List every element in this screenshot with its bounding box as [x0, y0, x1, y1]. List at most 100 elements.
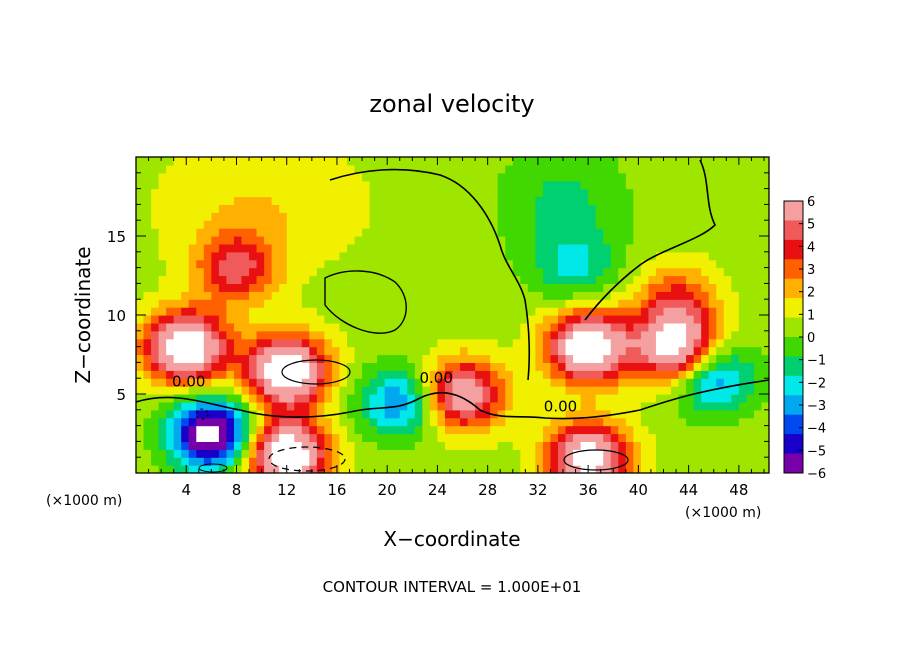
- heatmap-cell: [173, 212, 182, 221]
- heatmap-cell: [143, 394, 152, 403]
- heatmap-cell: [294, 346, 303, 356]
- heatmap-cell: [482, 243, 491, 253]
- heatmap-cell: [256, 236, 265, 245]
- x-tick-label: 20: [378, 481, 397, 499]
- heatmap-cell: [414, 220, 423, 229]
- heatmap-cell: [166, 220, 175, 229]
- heatmap-cell: [482, 417, 491, 427]
- heatmap-cell: [535, 457, 544, 466]
- heatmap-cell: [294, 409, 303, 419]
- heatmap-cell: [467, 220, 476, 229]
- heatmap-cell: [535, 394, 544, 403]
- heatmap-cell: [158, 315, 167, 324]
- heatmap-cell: [558, 330, 567, 340]
- heatmap-cell: [746, 441, 755, 450]
- heatmap-cell: [233, 433, 243, 442]
- heatmap-cell: [565, 362, 574, 371]
- heatmap-cell: [151, 180, 160, 190]
- heatmap-cell: [535, 220, 544, 229]
- zero-contour-line: [584, 159, 716, 321]
- heatmap-cell: [678, 228, 687, 237]
- heatmap-cell: [663, 386, 672, 395]
- heatmap-cell: [580, 354, 589, 363]
- heatmap-cell: [693, 322, 702, 332]
- heatmap-cell: [369, 386, 378, 395]
- heatmap-cell: [181, 457, 190, 466]
- heatmap-cell: [573, 180, 582, 190]
- heatmap-cell: [324, 362, 333, 371]
- heatmap-cell: [143, 338, 152, 348]
- heatmap-cell: [520, 425, 529, 435]
- heatmap-cell: [663, 378, 672, 387]
- heatmap-cell: [264, 425, 273, 435]
- heatmap-cell: [407, 401, 416, 411]
- heatmap-cell: [550, 362, 559, 371]
- heatmap-cell: [573, 465, 582, 473]
- heatmap-cell: [618, 465, 627, 473]
- heatmap-cell: [595, 212, 604, 221]
- heatmap-cell: [392, 433, 401, 442]
- heatmap-cell: [633, 157, 642, 166]
- heatmap-cell: [166, 243, 175, 253]
- heatmap-cell: [746, 196, 755, 205]
- heatmap-cell: [173, 291, 182, 300]
- heatmap-cell: [708, 157, 717, 166]
- heatmap-cell: [211, 449, 220, 458]
- heatmap-cell: [399, 322, 408, 332]
- heatmap-cell: [648, 275, 657, 284]
- heatmap-cell: [482, 465, 491, 473]
- heatmap-cell: [655, 228, 665, 237]
- heatmap-cell: [264, 354, 273, 363]
- heatmap-cell: [256, 299, 265, 308]
- heatmap-cell: [143, 465, 152, 473]
- colorbar-tick-label: 6: [807, 195, 815, 210]
- heatmap-cell: [708, 354, 717, 363]
- heatmap-cell: [708, 243, 717, 253]
- heatmap-cell: [648, 394, 657, 403]
- heatmap-cell: [618, 346, 627, 356]
- heatmap-cell: [693, 172, 702, 182]
- heatmap-cell: [610, 291, 619, 300]
- heatmap-cell: [723, 425, 732, 435]
- heatmap-cell: [716, 425, 725, 435]
- heatmap-cell: [693, 299, 702, 308]
- heatmap-cell: [520, 180, 529, 190]
- heatmap-cell: [761, 157, 769, 166]
- heatmap-cell: [256, 315, 265, 324]
- heatmap-cell: [618, 299, 627, 308]
- heatmap-cell: [362, 441, 371, 450]
- heatmap-cell: [603, 425, 612, 435]
- heatmap-cell: [249, 212, 258, 221]
- negative-contour-loop: [195, 408, 209, 420]
- heatmap-cell: [542, 433, 552, 442]
- heatmap-cell: [490, 433, 499, 442]
- heatmap-cell: [460, 283, 469, 292]
- heatmap-cell: [467, 338, 476, 348]
- heatmap-cell: [475, 164, 484, 174]
- heatmap-cell: [316, 441, 325, 450]
- heatmap-cell: [686, 220, 695, 229]
- heatmap-cell: [558, 196, 567, 205]
- heatmap-cell: [407, 164, 416, 174]
- heatmap-cell: [663, 188, 672, 198]
- heatmap-cell: [452, 449, 461, 458]
- heatmap-cell: [158, 220, 167, 229]
- heatmap-cell: [249, 180, 258, 190]
- heatmap-cell: [671, 228, 680, 237]
- heatmap-cell: [271, 362, 280, 371]
- heatmap-cell: [331, 441, 341, 450]
- heatmap-cell: [550, 204, 559, 213]
- heatmap-cell: [761, 465, 769, 473]
- heatmap-cell: [746, 417, 755, 427]
- heatmap-cell: [444, 267, 454, 277]
- heatmap-cell: [407, 457, 416, 466]
- heatmap-cell: [399, 259, 408, 269]
- heatmap-cell: [520, 394, 529, 403]
- heatmap-cell: [414, 283, 423, 292]
- heatmap-cell: [264, 164, 273, 174]
- heatmap-cell: [271, 291, 280, 300]
- heatmap-cell: [535, 299, 544, 308]
- heatmap-cell: [716, 283, 725, 292]
- heatmap-cell: [655, 449, 665, 458]
